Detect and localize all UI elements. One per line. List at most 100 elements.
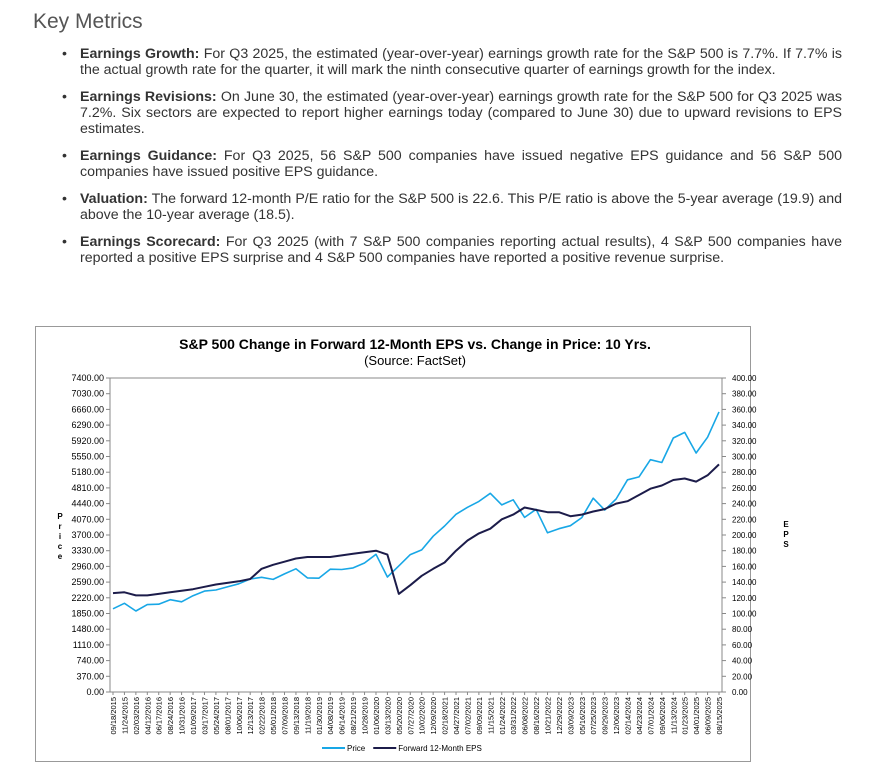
y-tick-label: 740.00 <box>76 656 104 666</box>
x-tick-label: 11/13/2024 <box>669 697 678 734</box>
y-tick-label: 5550.00 <box>71 452 104 462</box>
x-tick-label: 12/13/2017 <box>246 697 255 735</box>
bullet-label: Valuation: <box>80 191 148 207</box>
x-tick-label: 07/25/2023 <box>589 697 598 735</box>
chart-title: S&P 500 Change in Forward 12-Month EPS v… <box>179 336 651 352</box>
y2-axis-label: EPS <box>782 520 791 550</box>
x-tick-label: 03/09/2023 <box>566 697 575 735</box>
x-tick-label: 02/14/2024 <box>624 697 633 735</box>
x-tick-label: 11/19/2018 <box>303 697 312 734</box>
y-tick-label: 6660.00 <box>71 404 104 414</box>
bullet-text: The forward 12-month P/E ratio for the S… <box>80 191 843 223</box>
series-line <box>112 463 720 597</box>
x-tick-label: 09/18/2015 <box>109 697 118 735</box>
x-tick-label: 12/06/2023 <box>612 697 621 735</box>
chart-subtitle: (Source: FactSet) <box>364 353 466 368</box>
y-tick-label: 3700.00 <box>71 530 104 540</box>
y-tick-label: 0.00 <box>86 687 104 697</box>
x-tick-label: 06/08/2022 <box>521 697 530 735</box>
x-tick-label: 07/09/2018 <box>281 697 290 735</box>
y2-tick-label: 60.00 <box>732 641 753 650</box>
y-tick-label: 2590.00 <box>71 577 104 587</box>
x-tick-label: 04/12/2016 <box>143 697 152 735</box>
x-tick-label: 10/28/2019 <box>361 697 370 735</box>
x-tick-label: 03/17/2017 <box>200 697 209 735</box>
x-tick-label: 10/21/2022 <box>543 697 552 735</box>
y-axis-label: Price <box>56 512 65 562</box>
y-tick-label: 1480.00 <box>71 624 104 634</box>
y2-tick-label: 80.00 <box>732 625 753 634</box>
y2-tick-label: 260.00 <box>732 484 757 493</box>
y-tick-label: 2960.00 <box>71 561 104 571</box>
x-tick-label: 09/09/2021 <box>475 697 484 735</box>
y-tick-label: 3330.00 <box>71 546 104 556</box>
x-tick-label: 06/17/2016 <box>155 697 164 735</box>
y2-tick-label: 320.00 <box>732 437 757 446</box>
x-tick-label: 05/16/2023 <box>578 697 587 735</box>
y2-tick-label: 20.00 <box>732 672 753 681</box>
x-tick-label: 05/24/2017 <box>212 697 221 735</box>
x-tick-label: 01/24/2022 <box>498 697 507 735</box>
y2-tick-label: 280.00 <box>732 468 757 477</box>
bullet-list: Earnings Growth: For Q3 2025, the estima… <box>62 46 842 277</box>
x-tick-label: 08/21/2019 <box>349 697 358 735</box>
y2-tick-label: 40.00 <box>732 657 753 666</box>
y2-tick-label: 340.00 <box>732 421 757 430</box>
x-tick-label: 11/15/2021 <box>486 697 495 734</box>
y2-tick-label: 220.00 <box>732 515 757 524</box>
y-tick-label: 5180.00 <box>71 467 104 477</box>
y-tick-label: 4810.00 <box>71 483 104 493</box>
x-tick-label: 08/15/2025 <box>715 697 724 735</box>
x-tick-label: 01/09/2017 <box>189 697 198 735</box>
x-tick-label: 10/02/2020 <box>418 697 427 735</box>
x-tick-label: 10/31/2016 <box>178 697 187 735</box>
y-tick-label: 6290.00 <box>71 420 104 430</box>
x-tick-label: 04/23/2024 <box>635 697 644 735</box>
y2-tick-label: 300.00 <box>732 453 757 462</box>
y-tick-label: 1850.00 <box>71 609 104 619</box>
bullet: Earnings Scorecard: For Q3 2025 (with 7 … <box>62 234 842 266</box>
bullet: Earnings Growth: For Q3 2025, the estima… <box>62 46 842 78</box>
x-tick-label: 08/16/2022 <box>532 697 541 735</box>
bullet: Earnings Guidance: For Q3 2025, 56 S&P 5… <box>62 148 842 180</box>
x-tick-label: 01/30/2019 <box>315 697 324 735</box>
bullet-text: For Q3 2025, the estimated (year-over-ye… <box>80 46 842 78</box>
x-tick-label: 10/06/2017 <box>235 697 244 735</box>
x-tick-label: 04/08/2019 <box>326 697 335 735</box>
legend-label: Forward 12-Month EPS <box>398 744 482 753</box>
bullet-label: Earnings Revisions: <box>80 89 217 105</box>
x-tick-label: 03/31/2022 <box>509 697 518 735</box>
x-tick-label: 07/02/2021 <box>463 697 472 735</box>
x-tick-label: 08/24/2016 <box>166 697 175 735</box>
heading: Key Metrics <box>33 10 143 33</box>
y2-tick-label: 200.00 <box>732 531 757 540</box>
y2-tick-label: 100.00 <box>732 610 757 619</box>
y2-tick-label: 140.00 <box>732 578 757 587</box>
y2-tick-label: 0.00 <box>732 688 748 697</box>
x-tick-label: 04/27/2021 <box>452 697 461 735</box>
y-tick-label: 7400.00 <box>71 373 104 383</box>
x-tick-label: 02/22/2018 <box>258 697 267 735</box>
bullet: Earnings Revisions: On June 30, the esti… <box>62 89 842 137</box>
x-tick-label: 04/01/2025 <box>692 697 701 735</box>
bullet-label: Earnings Scorecard: <box>80 234 221 250</box>
x-tick-label: 05/20/2020 <box>395 697 404 735</box>
y-tick-label: 7030.00 <box>71 389 104 399</box>
x-tick-label: 03/13/2020 <box>383 697 392 735</box>
y-tick-label: 1110.00 <box>73 640 104 650</box>
y-tick-label: 5920.00 <box>71 436 104 446</box>
y-tick-label: 4440.00 <box>71 499 104 509</box>
x-tick-label: 09/13/2018 <box>292 697 301 735</box>
y2-tick-label: 380.00 <box>732 390 757 399</box>
y2-tick-label: 120.00 <box>732 594 757 603</box>
bullet-label: Earnings Guidance: <box>80 148 217 164</box>
x-tick-label: 12/09/2020 <box>429 697 438 735</box>
x-tick-label: 08/01/2017 <box>223 697 232 735</box>
x-tick-label: 01/23/2025 <box>681 697 690 735</box>
y-tick-label: 4070.00 <box>71 514 104 524</box>
x-tick-label: 05/01/2018 <box>269 697 278 735</box>
x-tick-label: 11/24/2015 <box>120 697 129 734</box>
bullet: Valuation: The forward 12-month P/E rati… <box>62 191 842 223</box>
